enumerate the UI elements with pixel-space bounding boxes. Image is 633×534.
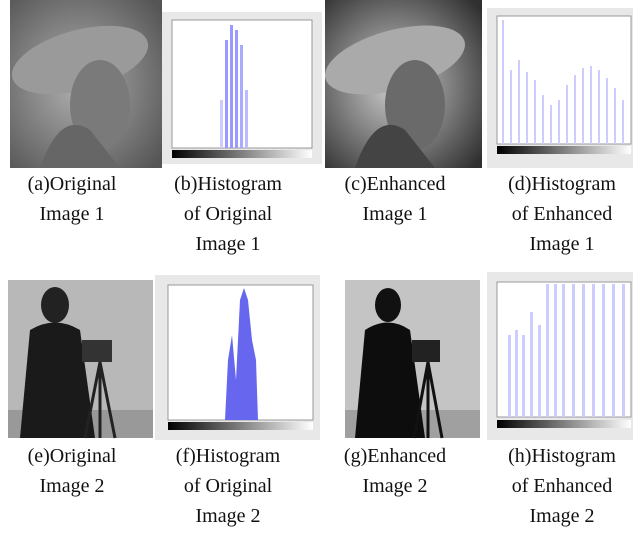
caption-line: Image 2 [40, 476, 105, 496]
caption-line: Image 2 [196, 506, 261, 526]
caption-line: (g)Enhanced [344, 446, 446, 466]
histogram-h [487, 272, 633, 440]
caption-line: (b)Histogram [174, 174, 282, 194]
caption-line: of Original [184, 476, 272, 496]
histogram-b [162, 12, 322, 164]
caption-line: of Enhanced [512, 476, 613, 496]
image-a [5, 0, 162, 168]
caption-line: of Original [184, 204, 272, 224]
caption-line: (e)Original [28, 446, 117, 466]
figure: (a)Original Image 1 (b)Histogram of Origina… [0, 0, 633, 534]
caption-line: Image 1 [530, 234, 595, 254]
caption-line: Image 1 [40, 204, 105, 224]
caption-line: of Enhanced [512, 204, 613, 224]
caption-line: Image 1 [196, 234, 261, 254]
caption-line: (c)Enhanced [344, 174, 445, 194]
caption-line: (d)Histogram [508, 174, 616, 194]
caption-line: (a)Original [28, 174, 117, 194]
caption-line: Image 2 [530, 506, 595, 526]
caption-line: (h)Histogram [508, 446, 616, 466]
image-c [318, 0, 482, 168]
caption-line: (f)Histogram [176, 446, 280, 466]
caption-line: Image 2 [363, 476, 428, 496]
histogram-f [155, 275, 320, 440]
caption-line: Image 1 [363, 204, 428, 224]
image-e [8, 280, 153, 438]
image-g [345, 280, 480, 438]
histogram-d [487, 8, 633, 168]
